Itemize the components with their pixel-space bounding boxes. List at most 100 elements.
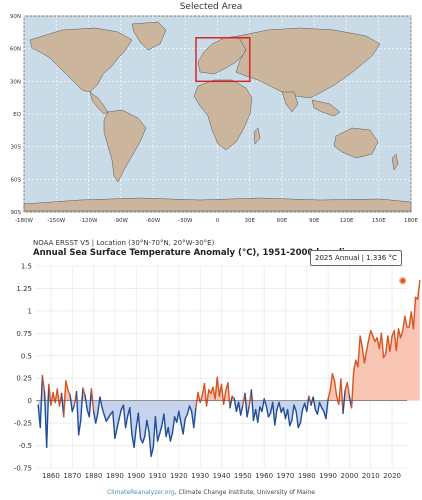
map-lat-label: 90N [10, 14, 21, 20]
anomaly-line-segment [77, 419, 82, 436]
y-tick-label: 0.5 [21, 352, 32, 360]
x-tick-label: 1900 [127, 472, 145, 480]
land-africa [193, 79, 253, 151]
anomaly-line-segment [350, 370, 355, 409]
anomaly-line-segment [363, 350, 368, 364]
anomaly-line-segment [88, 388, 93, 418]
anomaly-line-segment [274, 408, 278, 426]
anomaly-line-segment [237, 401, 242, 416]
anomaly-line-segment [299, 408, 304, 424]
anomaly-line-segment [67, 389, 71, 396]
anomaly-line-segment [82, 387, 86, 396]
map-lat-label: 90S [11, 210, 22, 216]
y-tick-label: 0.75 [16, 330, 32, 338]
latitude-tick-labels: 90N 60N 30N EQ 30S 60S 90S [10, 14, 22, 216]
anomaly-line-segment [90, 388, 95, 413]
chart-footer: ClimateReanalyzer.org, Climate Change In… [0, 489, 422, 496]
x-tick-label: 2020 [383, 472, 401, 480]
anomaly-line-segment [370, 329, 374, 337]
x-tick-label: 1960 [255, 472, 273, 480]
anomaly-line-segment [45, 383, 50, 449]
x-tick-label: 1980 [298, 472, 316, 480]
x-tick-label: 1930 [191, 472, 209, 480]
map-lon-label: -180W [15, 218, 33, 224]
anomaly-line-segment [41, 374, 46, 393]
map-lon-label: 60E [277, 218, 288, 224]
y-tick-label: 0 [28, 397, 32, 405]
anomaly-line-segment [359, 335, 363, 348]
anomaly-line-segment [195, 391, 199, 409]
anomaly-line-segment [306, 395, 310, 413]
land-south-america [103, 109, 147, 183]
land-asia [235, 27, 381, 99]
anomaly-line-segment [114, 427, 118, 440]
anomaly-line-segment [97, 396, 101, 414]
anomaly-line-segment [380, 332, 385, 359]
anomaly-line-segment [122, 404, 127, 429]
longitude-tick-labels: -180W -150W -120W -90W -60W -30W 0 30E 60E 90E 120… [15, 218, 418, 224]
anomaly-line-segment [293, 404, 297, 413]
positive-anomaly-fill [38, 280, 420, 401]
anomaly-line-segment [416, 280, 421, 300]
x-tick-label: 1970 [277, 472, 295, 480]
anomaly-line-segment [103, 414, 108, 423]
anomaly-line-segment [137, 412, 142, 440]
x-tick-label: 1950 [234, 472, 252, 480]
anomaly-line-segment [282, 407, 287, 420]
anomaly-line-segment [399, 329, 404, 339]
anomaly-line-segment [265, 405, 270, 418]
map-title: Selected Area [179, 2, 243, 12]
anomaly-line-segment [297, 422, 302, 429]
anomaly-line-segment [402, 315, 406, 332]
anomaly-line-segment [333, 380, 338, 397]
land-southeast-asia [311, 99, 341, 117]
land-north-america [29, 27, 133, 93]
anomaly-line-segment [325, 398, 329, 420]
y-tick-label: -0.25 [14, 420, 32, 428]
anomaly-line-segment [95, 412, 99, 424]
anomaly-line-segment [56, 388, 61, 407]
x-tick-label: 2000 [341, 472, 359, 480]
anomaly-line-segment [154, 416, 159, 442]
anomaly-line-segment [412, 296, 417, 330]
anomaly-line-segment [112, 410, 116, 440]
anomaly-line-segment [361, 346, 366, 364]
anomaly-line-segment [289, 419, 293, 427]
land-australia [333, 127, 379, 159]
anomaly-line-segment [244, 392, 248, 418]
footer-credit: , Climate Change Institute, University o… [174, 489, 315, 496]
anomaly-line-segment [397, 328, 402, 339]
map-lon-label: 90E [309, 218, 320, 224]
anomaly-line-segment [152, 416, 157, 449]
anomaly-line-segment [205, 389, 210, 407]
anomaly-line-segment [257, 406, 261, 423]
map-lat-label: 60S [11, 177, 22, 183]
anomaly-line-segment [133, 426, 137, 449]
anomaly-line-segment [352, 359, 357, 372]
latest-value-marker [398, 276, 407, 285]
anomaly-line-segment [367, 329, 372, 341]
y-axis-tick-labels: -0.75 -0.5 -0.25 0 0.25 0.5 0.75 1 1.25 1.5 [14, 263, 32, 473]
anomaly-line-segment [129, 407, 133, 436]
map-lon-label: -150W [47, 218, 65, 224]
x-tick-label: 1940 [213, 472, 231, 480]
map-lon-label: 0 [216, 218, 220, 224]
anomaly-line-segment [69, 394, 73, 413]
chart-subtitle: NOAA ERSST V5 | Location (30°N-70°N, 20°… [33, 239, 215, 247]
anomaly-line-segment [291, 404, 295, 422]
anomaly-line-segment [295, 410, 299, 429]
anomaly-line-segment [158, 425, 163, 435]
anomaly-line-segment [216, 376, 221, 397]
anomaly-line-segment [387, 335, 391, 352]
anomaly-line-segment [229, 395, 233, 409]
anomaly-line-segment [116, 417, 120, 430]
anomaly-line-segment [271, 401, 276, 426]
x-tick-label: 1910 [149, 472, 167, 480]
map-lon-label: 30E [245, 218, 256, 224]
anomaly-line-segment [203, 382, 208, 407]
y-tick-label: -0.5 [18, 442, 32, 450]
footer-brand-link[interactable]: ClimateReanalyzer.org [107, 489, 175, 496]
anomaly-line-segment [384, 335, 389, 355]
anomaly-line-segment [346, 382, 351, 397]
land-new-zealand [391, 153, 399, 171]
